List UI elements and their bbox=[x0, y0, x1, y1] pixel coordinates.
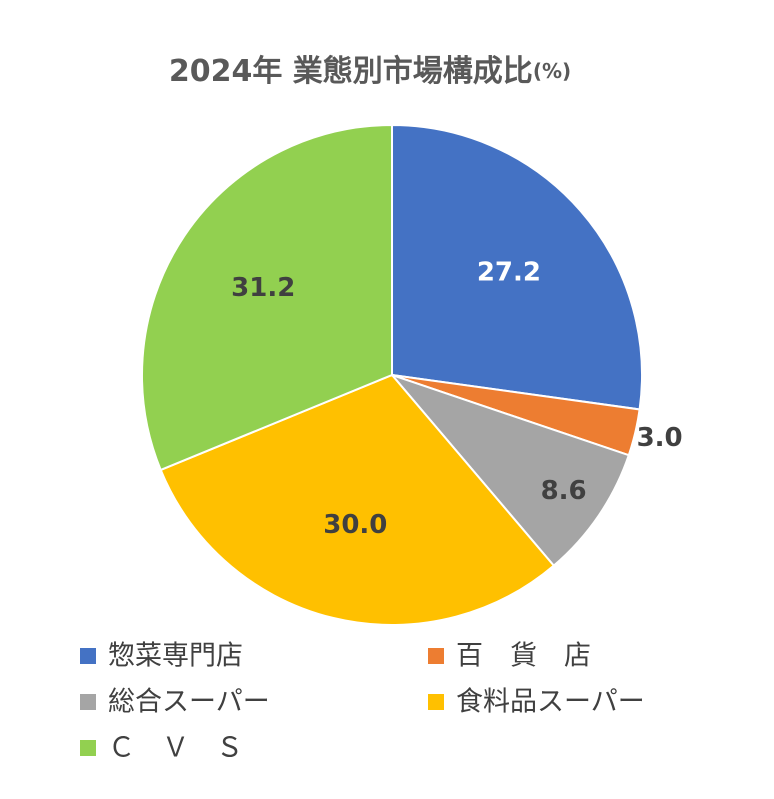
pie-slice bbox=[391, 123, 643, 411]
legend-label: 惣菜専門店 bbox=[108, 641, 243, 672]
data-label: 3.0 bbox=[637, 423, 683, 453]
pie-slice bbox=[159, 373, 556, 626]
legend-swatch bbox=[428, 694, 444, 710]
data-label: 31.2 bbox=[231, 273, 295, 303]
chart-title: 2024年 業態別市場構成比 bbox=[169, 54, 533, 89]
pie-slice bbox=[141, 123, 393, 472]
chart-title-group: 2024年 業態別市場構成比(%) bbox=[169, 54, 571, 89]
legend-label: 食料品スーパー bbox=[456, 687, 645, 718]
legend-swatch bbox=[80, 740, 96, 756]
legend-label: 総合スーパー bbox=[108, 687, 270, 718]
legend-swatch bbox=[80, 694, 96, 710]
legend-label: Ｃ Ｖ Ｓ bbox=[108, 733, 243, 764]
legend-label: 百 貨 店 bbox=[456, 641, 591, 672]
chart-unit: (%) bbox=[533, 59, 571, 83]
legend-swatch bbox=[80, 648, 96, 664]
pie-slice bbox=[388, 372, 631, 568]
data-label: 8.6 bbox=[541, 476, 587, 506]
data-label: 30.0 bbox=[323, 510, 387, 540]
data-label: 27.2 bbox=[477, 258, 541, 288]
legend-swatch bbox=[428, 648, 444, 664]
